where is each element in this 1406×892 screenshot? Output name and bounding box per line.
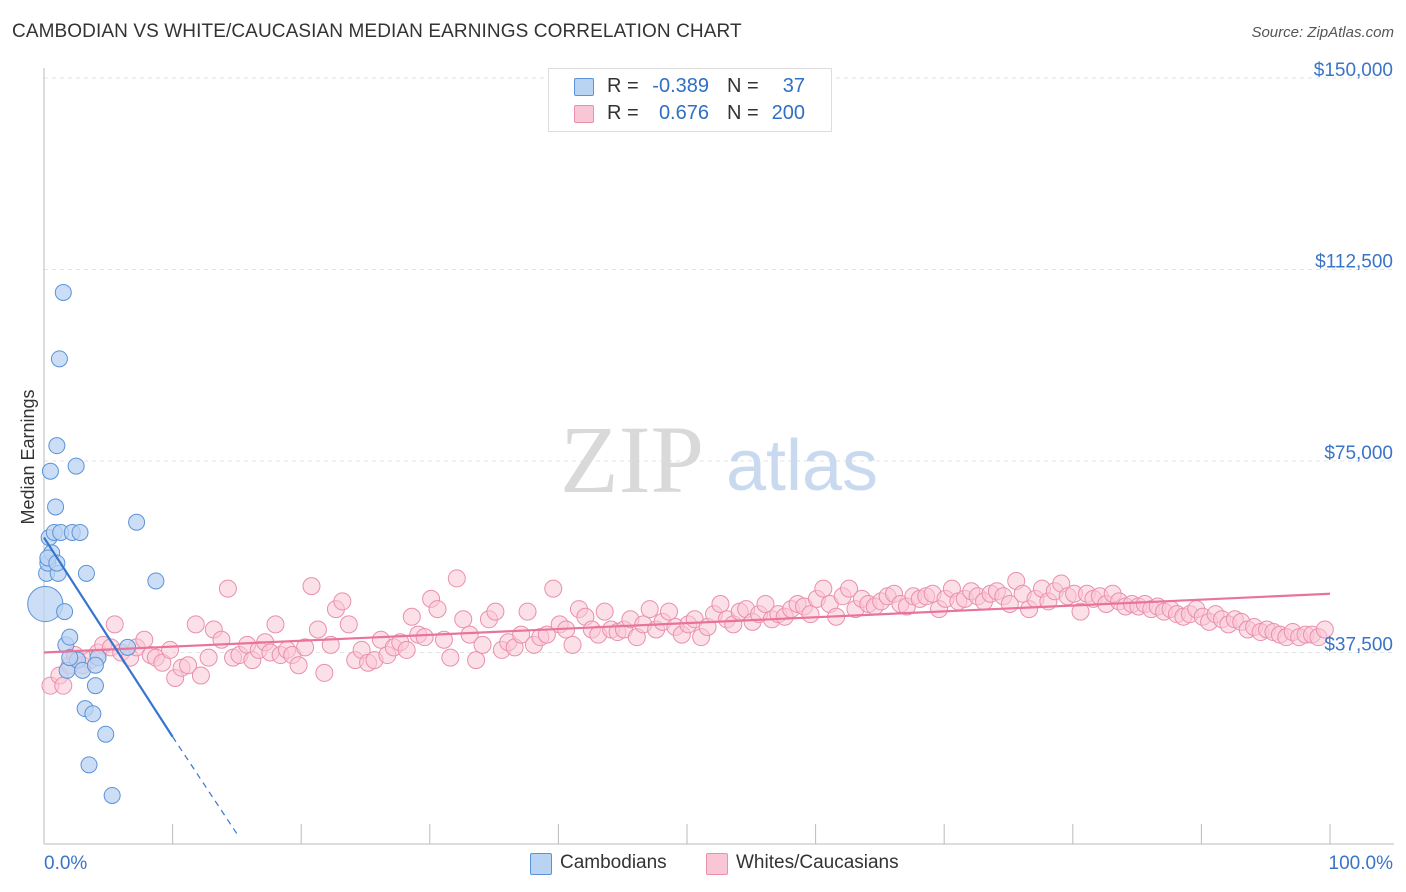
correlation-legend: R = -0.389 N = 37 R = 0.676 N = 200 bbox=[548, 68, 832, 132]
x-tick-label: 100.0% bbox=[1329, 853, 1394, 874]
cambodian-point bbox=[47, 498, 65, 516]
white-caucasian-point bbox=[454, 610, 473, 629]
white-caucasian-point bbox=[315, 663, 334, 682]
y-tick-label: $112,500 bbox=[1315, 251, 1393, 272]
white-caucasian-point bbox=[339, 615, 358, 634]
series-label-whites: Whites/Caucasians bbox=[736, 852, 899, 873]
x-tick-label: 0.0% bbox=[44, 853, 87, 874]
watermark-atlas: atlas bbox=[726, 426, 878, 506]
chart-title: CAMBODIAN VS WHITE/CAUCASIAN MEDIAN EARN… bbox=[12, 21, 742, 42]
white-caucasian-point bbox=[308, 620, 327, 639]
white-caucasian-point bbox=[840, 579, 859, 598]
legend-n-value: 200 bbox=[771, 102, 805, 124]
cambodian-point bbox=[84, 705, 102, 723]
white-caucasian-point bbox=[289, 656, 308, 675]
cambodian-point bbox=[61, 628, 79, 646]
white-caucasian-point bbox=[467, 651, 486, 670]
legend-row-cambodians: R = -0.389 N = 37 bbox=[549, 74, 831, 100]
white-caucasian-point bbox=[218, 579, 237, 598]
legend-n-label: N = bbox=[727, 102, 759, 124]
white-caucasian-point bbox=[296, 638, 315, 657]
white-caucasian-point bbox=[473, 635, 492, 654]
white-caucasian-point bbox=[1315, 620, 1334, 639]
white-caucasian-point bbox=[441, 648, 460, 667]
white-caucasian-point bbox=[54, 676, 73, 695]
white-caucasian-point bbox=[486, 602, 505, 621]
cambodian-point bbox=[61, 649, 79, 667]
whites-caucasians-points bbox=[41, 569, 1334, 695]
legend-r-value: -0.389 bbox=[652, 75, 709, 97]
cambodian-point bbox=[80, 756, 98, 774]
cambodian-point bbox=[86, 677, 104, 695]
y-tick-label: $150,000 bbox=[1314, 60, 1393, 81]
cambodian-point bbox=[71, 523, 89, 541]
whites-trend-line bbox=[43, 592, 1331, 654]
cambodian-point bbox=[128, 513, 146, 531]
white-caucasian-point bbox=[415, 628, 434, 647]
white-caucasian-point bbox=[302, 577, 321, 596]
tick-labels: $37,500 $75,000 $112,500 $150,000 0.0% 100.0% bbox=[44, 60, 1393, 874]
cambodian-point bbox=[77, 564, 95, 582]
watermark: ZIP atlas bbox=[560, 406, 878, 513]
white-caucasian-point bbox=[266, 615, 285, 634]
legend-n-value: 37 bbox=[782, 75, 805, 97]
series-swatch-pink bbox=[706, 853, 728, 875]
cambodians-trend-line bbox=[43, 536, 174, 738]
white-caucasian-point bbox=[135, 630, 154, 649]
white-caucasian-point bbox=[544, 579, 563, 598]
white-caucasian-point bbox=[402, 607, 421, 626]
white-caucasian-point bbox=[161, 640, 180, 659]
white-caucasian-point bbox=[179, 656, 198, 675]
white-caucasian-point bbox=[659, 602, 678, 621]
trend-lines bbox=[43, 536, 1331, 835]
cambodians-trend-extension bbox=[172, 736, 238, 835]
legend-swatch-blue bbox=[574, 78, 594, 96]
white-caucasian-point bbox=[1071, 602, 1090, 621]
y-tick-label: $37,500 bbox=[1324, 634, 1393, 655]
white-caucasian-point bbox=[428, 600, 447, 619]
legend-r-label: R = bbox=[607, 102, 639, 124]
cambodian-point bbox=[56, 603, 74, 621]
cambodian-point bbox=[41, 462, 59, 480]
white-caucasian-point bbox=[333, 592, 352, 611]
cambodian-point bbox=[67, 457, 85, 475]
watermark-zip: ZIP bbox=[560, 406, 704, 513]
legend-swatch-pink bbox=[574, 105, 594, 123]
legend-row-whites: R = 0.676 N = 200 bbox=[549, 101, 831, 127]
white-caucasian-point bbox=[814, 579, 833, 598]
white-caucasian-point bbox=[460, 625, 479, 644]
source-label: Source: ZipAtlas.com bbox=[1251, 24, 1394, 41]
cambodian-point bbox=[86, 656, 104, 674]
legend-r-value: 0.676 bbox=[658, 102, 709, 124]
y-tick-label: $75,000 bbox=[1324, 443, 1393, 464]
cambodian-point bbox=[50, 350, 68, 368]
white-caucasian-point bbox=[199, 648, 218, 667]
series-label-cambodians: Cambodians bbox=[560, 852, 667, 873]
white-caucasian-point bbox=[397, 640, 416, 659]
cambodian-point bbox=[103, 786, 121, 804]
grid-lines bbox=[44, 77, 1394, 653]
cambodian-point bbox=[147, 572, 165, 590]
legend-r-label: R = bbox=[607, 75, 639, 97]
white-caucasian-point bbox=[711, 594, 730, 613]
cambodian-point bbox=[48, 554, 66, 572]
white-caucasian-point bbox=[756, 594, 775, 613]
white-caucasian-point bbox=[518, 602, 537, 621]
legend-n-label: N = bbox=[727, 75, 759, 97]
white-caucasian-point bbox=[105, 615, 124, 634]
cambodian-point bbox=[54, 283, 72, 301]
white-caucasian-point bbox=[186, 615, 205, 634]
axes bbox=[43, 68, 1394, 845]
white-caucasian-point bbox=[640, 600, 659, 619]
white-caucasian-point bbox=[447, 569, 466, 588]
white-caucasian-point bbox=[595, 602, 614, 621]
cambodian-point bbox=[97, 725, 115, 743]
white-caucasian-point bbox=[563, 635, 582, 654]
white-caucasian-point bbox=[801, 605, 820, 624]
white-caucasian-point bbox=[191, 666, 210, 685]
cambodian-point bbox=[48, 437, 66, 455]
series-swatch-blue bbox=[530, 853, 552, 875]
y-axis-label: Median Earnings bbox=[18, 389, 38, 524]
